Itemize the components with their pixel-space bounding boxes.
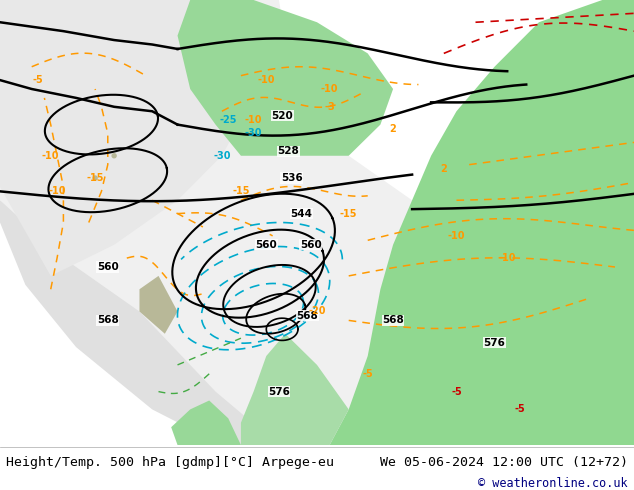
Text: 520: 520 [271, 111, 293, 121]
Text: 560: 560 [256, 240, 277, 250]
Polygon shape [241, 334, 349, 445]
Circle shape [93, 176, 97, 180]
Polygon shape [0, 0, 571, 445]
Text: 544: 544 [290, 209, 312, 219]
Text: -5: -5 [515, 404, 525, 415]
Text: 560: 560 [300, 240, 321, 250]
Text: 576: 576 [484, 338, 505, 347]
Text: -5: -5 [363, 369, 373, 379]
Text: 528: 528 [278, 147, 299, 156]
Text: -10: -10 [245, 115, 262, 125]
Text: -15: -15 [232, 186, 250, 196]
Text: 576: 576 [268, 387, 290, 396]
Text: -10: -10 [257, 75, 275, 85]
Text: 568: 568 [97, 316, 119, 325]
Text: -10: -10 [498, 253, 516, 263]
Text: -3: -3 [325, 102, 335, 112]
Polygon shape [139, 276, 178, 334]
Text: -10: -10 [48, 186, 66, 196]
Text: -30: -30 [245, 128, 262, 139]
Text: -10: -10 [448, 231, 465, 241]
Text: 536: 536 [281, 173, 302, 183]
Text: 560: 560 [97, 262, 119, 272]
Text: -10: -10 [42, 151, 60, 161]
Text: © weatheronline.co.uk: © weatheronline.co.uk [478, 477, 628, 490]
Polygon shape [330, 0, 634, 445]
Text: 2: 2 [390, 124, 396, 134]
Text: We 05-06-2024 12:00 UTC (12+72): We 05-06-2024 12:00 UTC (12+72) [380, 456, 628, 468]
Text: 568: 568 [297, 311, 318, 321]
Circle shape [112, 154, 116, 158]
Polygon shape [0, 0, 266, 276]
Text: -15: -15 [340, 209, 358, 219]
Text: -5: -5 [451, 387, 462, 396]
Text: -25: -25 [219, 115, 237, 125]
Polygon shape [0, 0, 279, 445]
Text: Height/Temp. 500 hPa [gdmp][°C] Arpege-eu: Height/Temp. 500 hPa [gdmp][°C] Arpege-e… [6, 456, 334, 468]
Polygon shape [171, 400, 241, 445]
Text: -20: -20 [308, 307, 326, 317]
Text: 2: 2 [441, 164, 447, 174]
Polygon shape [178, 0, 393, 156]
Text: -10: -10 [321, 84, 339, 94]
Text: -5: -5 [33, 75, 43, 85]
Text: -15: -15 [86, 173, 104, 183]
Text: 568: 568 [382, 316, 404, 325]
Text: -30: -30 [213, 151, 231, 161]
